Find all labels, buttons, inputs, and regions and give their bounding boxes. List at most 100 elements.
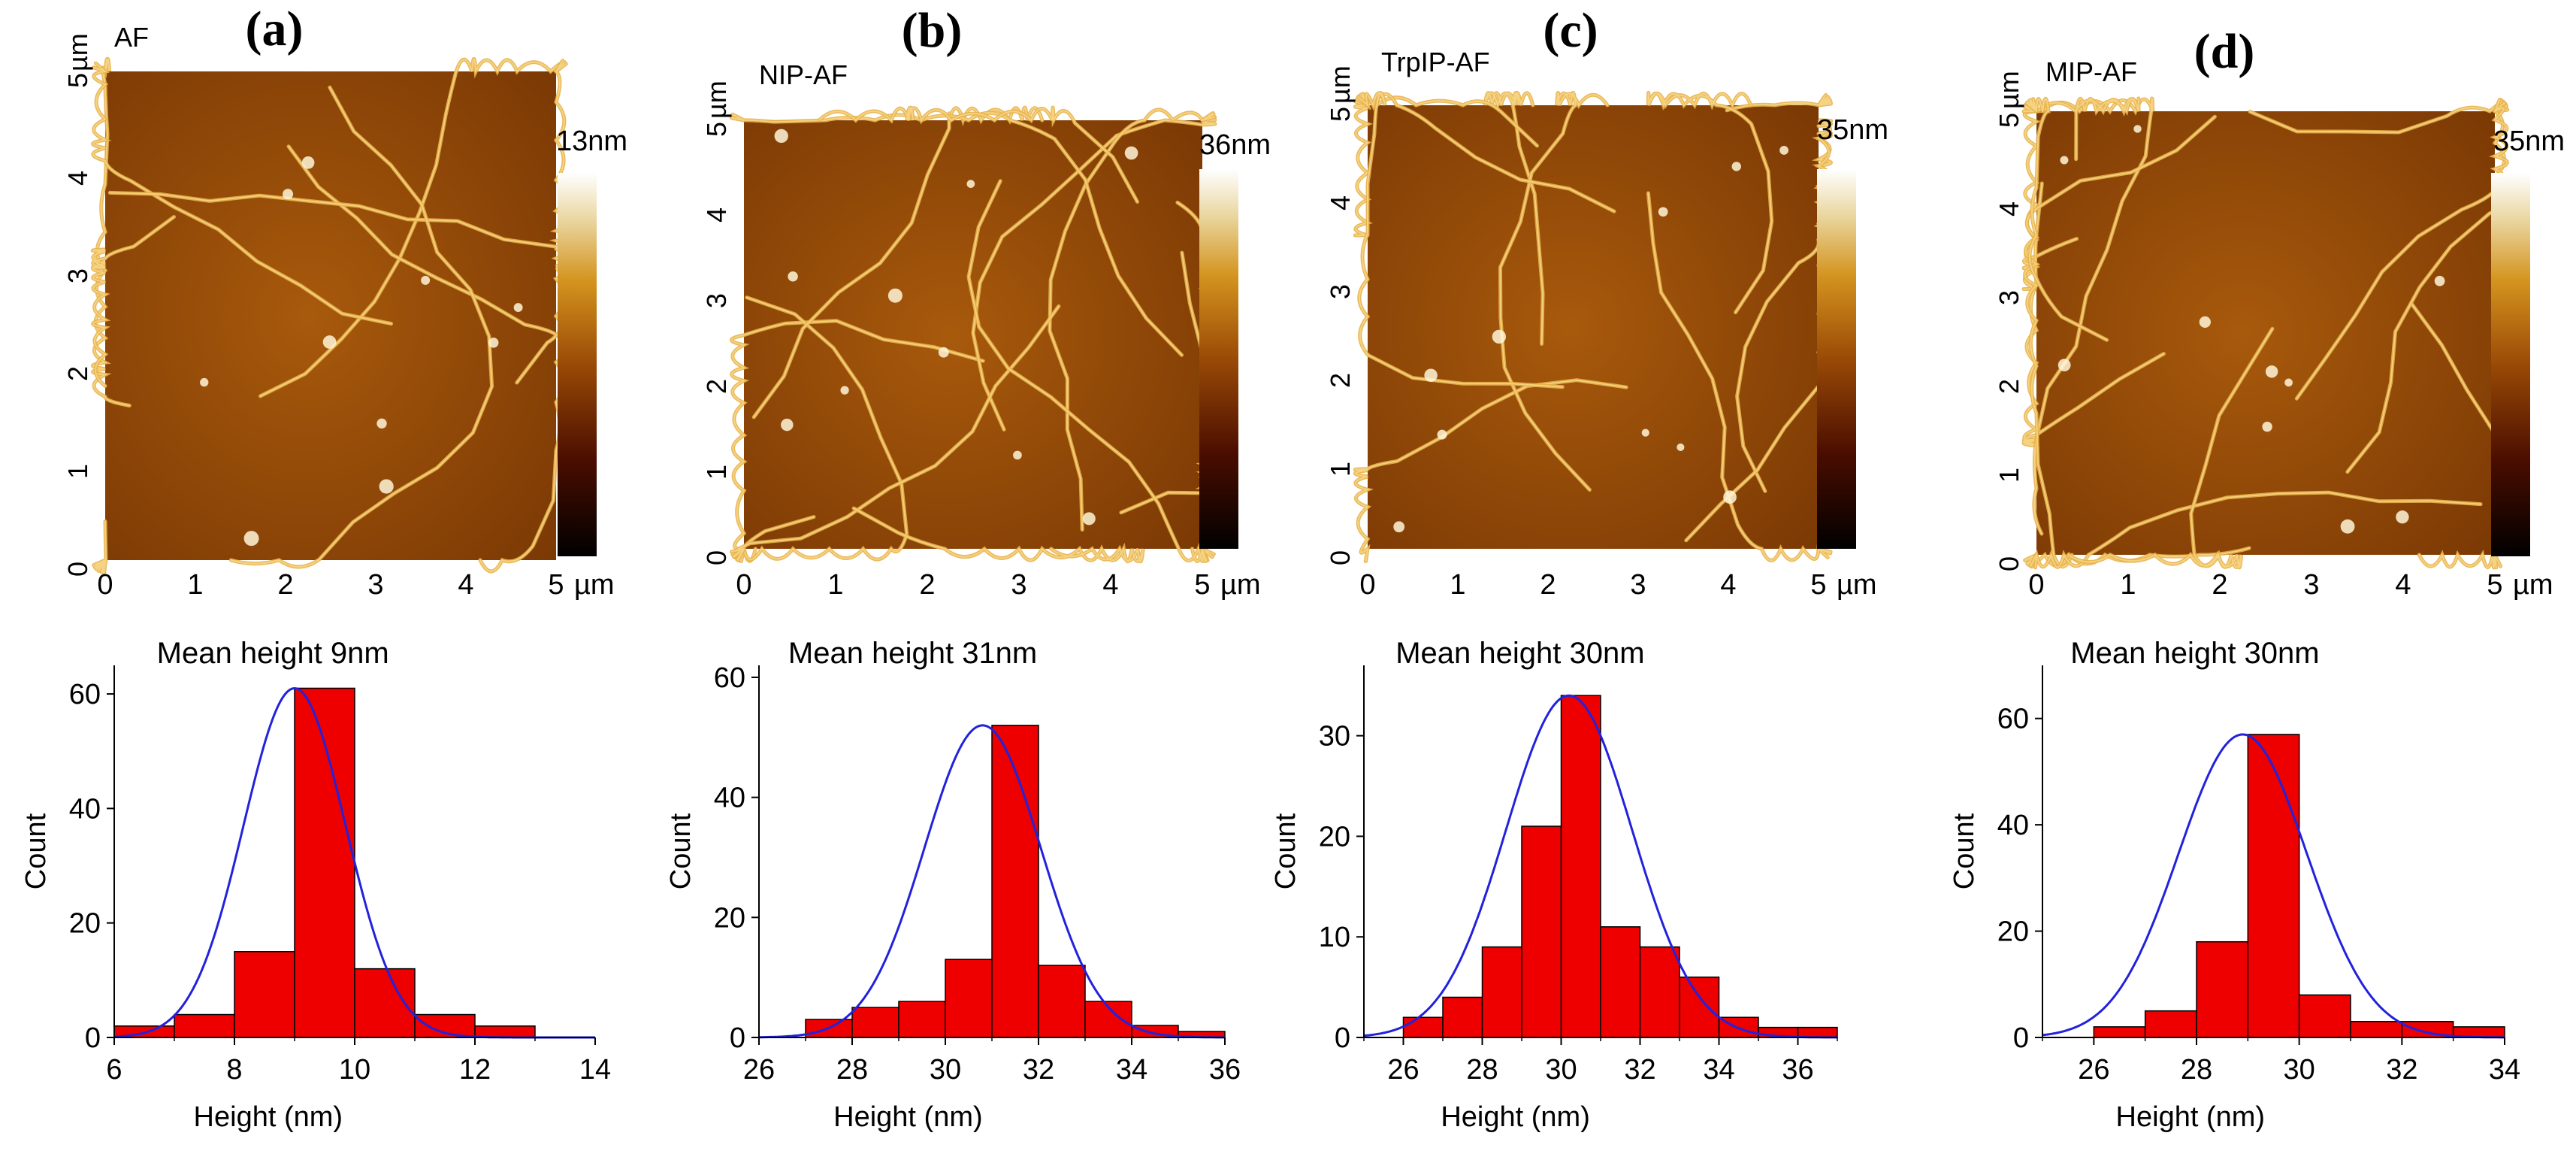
y-tick-label: 1 <box>1994 468 2024 483</box>
afm-bright-spot <box>781 418 794 432</box>
x-tick-label: 34 <box>2489 1054 2520 1086</box>
afm-bright-spot <box>1424 368 1438 382</box>
histogram-bar <box>1639 946 1680 1038</box>
colorbar-max-label: 36nm <box>1199 129 1271 161</box>
histogram-bar <box>2144 1010 2197 1038</box>
y-tick-label: 30 <box>1319 721 1350 753</box>
histogram-0: 6 8 10 12 14 0 20 40 60 Mean height 9nm Height (nm… <box>20 637 611 1133</box>
x-tick-label: 3 <box>1011 569 1026 601</box>
afm-bright-spot <box>301 156 315 169</box>
gaussian-fit-line <box>759 724 1225 1039</box>
histogram-bar <box>1038 965 1086 1038</box>
afm-bright-spot <box>379 479 394 494</box>
y-tick-label: 20 <box>1997 916 2029 948</box>
histogram-bar <box>1521 825 1562 1038</box>
x-tick-label: 30 <box>930 1054 961 1086</box>
afm-fibril-highlight <box>1647 92 1773 313</box>
x-tick-label: 5 <box>1810 569 1826 601</box>
x-unit-label: µm <box>1837 569 1877 601</box>
sample-label: NIP-AF <box>759 59 848 90</box>
afm-image-background <box>2036 111 2495 555</box>
y-tick-label: 20 <box>69 908 101 940</box>
x-axis-label: Height (nm) <box>2116 1101 2266 1133</box>
histogram-bar <box>234 951 295 1038</box>
x-tick-label: 1 <box>2120 569 2136 601</box>
sample-label: AF <box>114 22 149 53</box>
y-unit-label: µm <box>62 33 93 71</box>
y-axis-label: Count <box>1949 813 1980 889</box>
afm-fibril-highlight <box>1354 379 1628 562</box>
y-tick-label: 2 <box>1994 379 2024 394</box>
afm-panel-2: 35nm 0 1 2 3 4 5 µm 0 1 2 3 4 5 µm TrpIP-AF (c) <box>1325 3 1888 601</box>
x-tick-label: 5 <box>2487 569 2502 601</box>
y-tick-label: 0 <box>62 562 93 577</box>
x-tick-label: 30 <box>1545 1054 1577 1086</box>
afm-fibril-highlight <box>92 62 392 325</box>
afm-fibril-highlight <box>259 58 563 397</box>
colorbar <box>558 173 597 556</box>
y-tick-label: 40 <box>1997 810 2029 841</box>
histogram-bar <box>1481 946 1522 1038</box>
colorbar-max-label: 35nm <box>2493 126 2565 157</box>
afm-bright-spot <box>1124 146 1138 160</box>
y-tick-label: 3 <box>62 268 93 283</box>
sample-label: MIP-AF <box>2045 56 2137 87</box>
afm-fibril-highlight <box>92 216 175 387</box>
x-tick-label: 14 <box>579 1054 611 1086</box>
afm-bright-spot <box>1393 521 1405 533</box>
x-axis-label: Height (nm) <box>194 1101 343 1133</box>
histogram-1: 26 28 30 32 34 36 0 20 40 60 Mean height 31nm Heigh… <box>665 637 1241 1133</box>
y-tick-label: 0 <box>85 1022 101 1054</box>
x-tick-label: 6 <box>106 1054 122 1086</box>
histogram-bar <box>2196 940 2249 1038</box>
afm-bright-spot <box>376 418 387 429</box>
afm-fibril-highlight <box>2033 98 2154 535</box>
colorbar-max-label: 13nm <box>556 126 627 157</box>
afm-bright-spot <box>283 189 294 200</box>
histogram-bar <box>1442 996 1483 1038</box>
x-tick-label: 3 <box>367 569 383 601</box>
afm-bright-spot <box>421 275 431 285</box>
histogram-3: 26 28 30 32 34 0 20 40 60 Mean height 30nm Height … <box>1949 637 2520 1133</box>
x-tick-label: 12 <box>459 1054 491 1086</box>
y-tick-label: 1 <box>701 465 732 480</box>
y-tick-label: 40 <box>714 783 745 814</box>
afm-bright-spot <box>243 531 259 547</box>
histogram-title: Mean height 31nm <box>788 637 1037 670</box>
x-tick-label: 32 <box>1624 1054 1655 1086</box>
x-tick-label: 36 <box>1209 1054 1241 1086</box>
histogram-bar <box>2350 1021 2403 1038</box>
afm-bright-spot <box>2340 519 2355 534</box>
y-axis-label: Count <box>665 813 697 889</box>
y-tick-label: 0 <box>2013 1022 2029 1054</box>
y-tick-label: 60 <box>1997 704 2029 735</box>
afm-bright-spot <box>938 347 949 358</box>
x-axis-label: Height (nm) <box>1441 1101 1590 1133</box>
afm-fibril-highlight <box>736 296 908 561</box>
y-tick-label: 2 <box>62 366 93 381</box>
histogram-bar <box>1402 1016 1444 1038</box>
y-tick-label: 1 <box>62 464 93 479</box>
x-tick-label: 26 <box>743 1054 775 1086</box>
x-tick-label: 4 <box>458 569 473 601</box>
y-tick-label: 0 <box>1335 1022 1350 1054</box>
histogram-bar <box>851 1007 899 1038</box>
y-axis-label: Count <box>1270 813 1302 889</box>
afm-fibril-highlight <box>1726 94 1832 111</box>
afm-fibril-highlight <box>730 320 984 550</box>
afm-bright-spot <box>513 303 523 312</box>
x-axis-label: Height (nm) <box>833 1101 983 1133</box>
panel-letter: (a) <box>246 2 304 56</box>
afm-fibril-highlight <box>2023 98 2139 160</box>
x-unit-label: µm <box>574 569 615 601</box>
afm-fibril-highlight <box>1647 192 1832 562</box>
y-tick-label: 1 <box>1325 462 1356 477</box>
x-tick-label: 4 <box>1720 569 1736 601</box>
x-tick-label: 34 <box>1703 1054 1734 1086</box>
x-tick-label: 32 <box>1023 1054 1054 1086</box>
afm-bright-spot <box>1731 162 1741 171</box>
x-tick-label: 26 <box>1387 1054 1419 1086</box>
y-tick-label: 3 <box>1325 284 1356 299</box>
afm-panel-1: 36nm 0 1 2 3 4 5 µm 0 1 2 3 4 5 µm NIP-AF (b) <box>701 3 1271 601</box>
